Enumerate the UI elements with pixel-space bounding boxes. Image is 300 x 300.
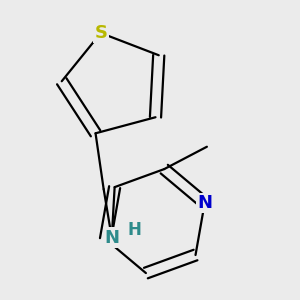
Text: N: N [104, 229, 119, 247]
Text: H: H [127, 221, 141, 239]
Text: S: S [94, 24, 107, 42]
Text: N: N [197, 194, 212, 212]
